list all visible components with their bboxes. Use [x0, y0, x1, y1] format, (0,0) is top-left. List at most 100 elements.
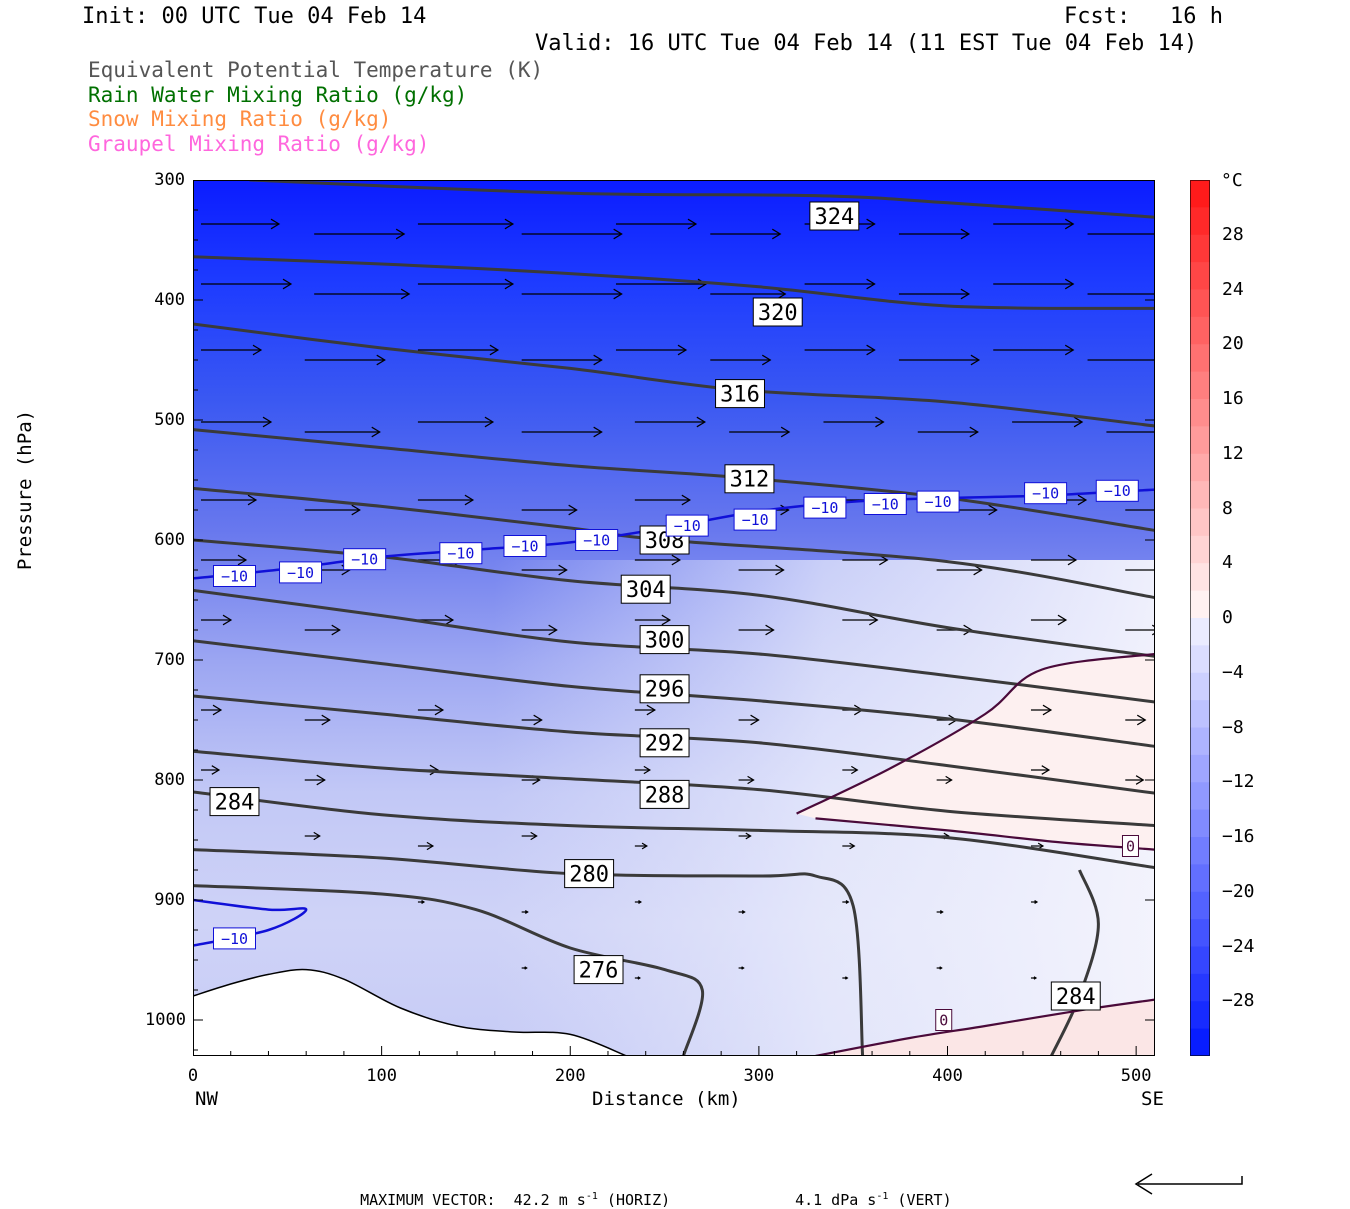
- wind-vector-head: [939, 966, 943, 970]
- wind-vector-head: [429, 764, 440, 776]
- theta-e-label-320-box: [752, 297, 803, 327]
- wind-vector-head: [1057, 614, 1068, 626]
- wind-vector-head: [400, 288, 411, 300]
- colorbar-frame: [1190, 180, 1210, 1056]
- wind-vector-head: [1041, 765, 1051, 775]
- colorbar-unit: °C: [1221, 170, 1243, 191]
- minus-ten-label: −10: [351, 551, 378, 569]
- theta-e-label-292: 292: [645, 732, 685, 757]
- wind-vector-head: [247, 494, 258, 506]
- colorbar-tick-label: −4: [1222, 661, 1244, 683]
- zero-degree-contour: [815, 998, 1155, 1056]
- colorbar-tick-label: 4: [1222, 552, 1233, 574]
- wind-vector-head: [1136, 714, 1147, 726]
- minus-ten-label-box: [803, 496, 847, 519]
- wind-vector-head: [376, 354, 386, 366]
- wind-vector-head: [875, 416, 885, 428]
- theta-e-label-276-box: [573, 955, 624, 985]
- colorbar-bin: [1190, 426, 1210, 455]
- colorbar-bin: [1190, 809, 1210, 838]
- wind-vector-head: [212, 704, 223, 716]
- wind-vector-head: [613, 288, 623, 300]
- colorbar-bin: [1190, 563, 1210, 592]
- theta-e-contour-324: [249, 180, 1155, 219]
- wind-vector-head: [568, 504, 578, 516]
- wind-vector-head: [745, 832, 752, 840]
- x-tick-label: 400: [932, 1066, 963, 1086]
- wind-vector-head: [1067, 554, 1078, 566]
- theta-e-contour-284: [193, 790, 1155, 870]
- wind-vector-head: [321, 714, 331, 726]
- colorbar-bin: [1190, 837, 1210, 865]
- wind-vector-head: [533, 714, 543, 726]
- max-vector-horiz-exp: -1: [585, 1191, 598, 1202]
- theta-e-contour-312: [193, 428, 1155, 532]
- colorbar-bin: [1190, 754, 1210, 783]
- minus-ten-label-box: [503, 535, 547, 557]
- wind-vector-head: [421, 900, 426, 904]
- y-tick-label: 600: [154, 530, 185, 550]
- wind-vector-head: [558, 564, 568, 576]
- colorbar-tick-label: −12: [1222, 771, 1255, 793]
- colorbar-bin: [1190, 508, 1210, 537]
- theta-e-contour-284: [1049, 869, 1100, 1056]
- colorbar-bin: [1190, 535, 1210, 564]
- colorbar-bin: [1190, 590, 1210, 619]
- wind-vector-head: [504, 278, 515, 290]
- wind-vector-head: [661, 614, 672, 626]
- minus-ten-label: −10: [811, 499, 838, 517]
- wind-vector-head: [696, 416, 707, 428]
- colorbar-bin: [1190, 700, 1210, 728]
- theta-e-label-300-box: [639, 625, 690, 655]
- legend-theta-e: Equivalent Potential Temperature (K): [88, 58, 544, 82]
- max-vector-vert: 4.1 dPa s: [795, 1191, 877, 1209]
- colorbar-bin: [1190, 180, 1210, 208]
- wind-vector-head: [524, 966, 528, 970]
- y-axis-label: Pressure (hPa): [14, 409, 36, 571]
- theta-e-label-284: 284: [1056, 985, 1096, 1010]
- wind-vector-head: [960, 288, 971, 300]
- x-end-label-left: NW: [195, 1088, 218, 1110]
- wind-vector-head: [750, 714, 760, 726]
- theta-e-label-292-box: [639, 728, 690, 758]
- theta-e-label-284: 284: [215, 791, 255, 816]
- wind-vector-head: [1073, 416, 1084, 428]
- wind-vector-head: [845, 900, 850, 904]
- x-tick-label: 100: [366, 1066, 397, 1086]
- wind-vector-head: [741, 966, 745, 970]
- colorbar-bin: [1190, 782, 1210, 811]
- wind-vector-head: [866, 278, 876, 290]
- colorbar-tick-label: −24: [1222, 935, 1255, 957]
- minus-ten-label-box: [343, 548, 387, 571]
- colorbar-bin: [1190, 946, 1210, 975]
- zero-contour-label-box: [935, 1009, 953, 1031]
- wind-vector-head: [866, 344, 876, 356]
- theta-e-label-316-box: [715, 379, 765, 409]
- colorbar-tick-label: 8: [1222, 497, 1233, 519]
- wind-vector-head: [970, 354, 981, 366]
- wind-vector-head: [222, 614, 233, 626]
- zero-degree-contour: [796, 652, 1155, 815]
- colorbar-bin: [1190, 727, 1210, 756]
- reference-vector-arrow: [1134, 1173, 1243, 1195]
- colorbar-bin: [1190, 399, 1210, 427]
- plot-frame: [193, 180, 1155, 1056]
- colorbar-bin: [1190, 316, 1210, 345]
- colorbar-bin: [1190, 672, 1210, 701]
- theta-e-label-288: 288: [645, 783, 685, 808]
- colorbar-tick-label: 20: [1222, 333, 1244, 355]
- theta-e-label-280: 280: [569, 863, 609, 888]
- theta-e-label-288-box: [639, 779, 690, 809]
- colorbar-bin: [1190, 344, 1210, 373]
- minus-ten-label: −10: [1104, 482, 1131, 500]
- wind-vector-head: [316, 774, 326, 786]
- wind-vector-head: [869, 614, 879, 626]
- wind-vector-head: [464, 494, 475, 506]
- wind-vector-head: [434, 704, 445, 716]
- wind-vector-head: [426, 841, 435, 851]
- theta-e-label-320: 320: [758, 301, 798, 326]
- legend-graupel: Graupel Mixing Ratio (g/kg): [88, 132, 430, 156]
- colorbar-bin: [1190, 234, 1210, 263]
- wind-vector-head: [643, 765, 652, 775]
- wind-vector-head: [1064, 218, 1075, 230]
